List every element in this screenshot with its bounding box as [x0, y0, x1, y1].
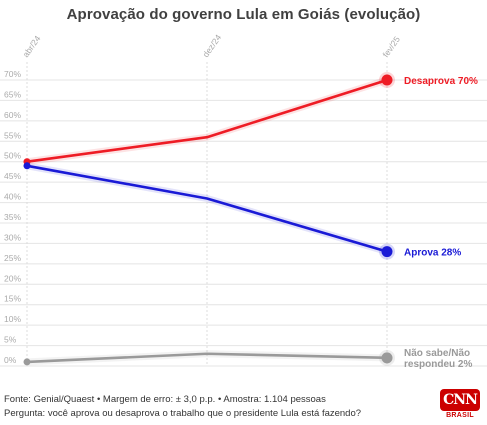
y-tick-label: 35% — [4, 212, 21, 222]
y-tick-label: 60% — [4, 110, 21, 120]
x-tick-label: dez/24 — [200, 32, 223, 59]
y-tick-label: 25% — [4, 253, 21, 263]
question-note: Pergunta: você aprova ou desaprova o tra… — [4, 408, 362, 419]
y-tick-label: 65% — [4, 89, 21, 99]
series-end-label: Não sabe/Não — [404, 348, 470, 359]
series-line — [25, 164, 389, 253]
y-tick-label: 10% — [4, 314, 21, 324]
y-tick-label: 70% — [4, 69, 21, 79]
cnn-logo-subtitle: BRASIL — [446, 412, 474, 419]
y-tick-label: 50% — [4, 151, 21, 161]
cnn-brasil-logo: CNN BRASIL — [440, 389, 480, 419]
series-line — [25, 352, 389, 364]
series-end-point — [381, 246, 393, 258]
y-tick-label: 40% — [4, 192, 21, 202]
cnn-logo-mark: CNN — [440, 389, 480, 411]
series-end-point — [381, 74, 393, 86]
y-tick-label: 0% — [4, 355, 17, 365]
y-tick-label: 30% — [4, 232, 21, 242]
series-start-point — [23, 162, 31, 170]
y-tick-label: 45% — [4, 171, 21, 181]
series-start-point — [23, 358, 31, 366]
y-tick-label: 5% — [4, 335, 17, 345]
series-end-point — [381, 352, 393, 364]
y-tick-label: 20% — [4, 273, 21, 283]
series-end-label: Aprova 28% — [404, 248, 461, 259]
y-tick-label: 55% — [4, 130, 21, 140]
y-tick-label: 15% — [4, 294, 21, 304]
source-note: Fonte: Genial/Quaest • Margem de erro: ±… — [4, 394, 326, 405]
line-chart: 0% 5% 10% 15% 20% 25% 30% 35% 40% 45% 50% 55% 60% 65%… — [0, 32, 487, 370]
chart-title: Aprovação do governo Lula em Goiás (evol… — [66, 6, 421, 23]
x-tick-label: fev/25 — [380, 34, 402, 59]
series-end-label: respondeu 2% — [404, 359, 472, 370]
x-tick-label: abr/24 — [20, 33, 42, 59]
series-line — [25, 78, 389, 164]
series-end-label: Desaprova 70% — [404, 76, 478, 87]
